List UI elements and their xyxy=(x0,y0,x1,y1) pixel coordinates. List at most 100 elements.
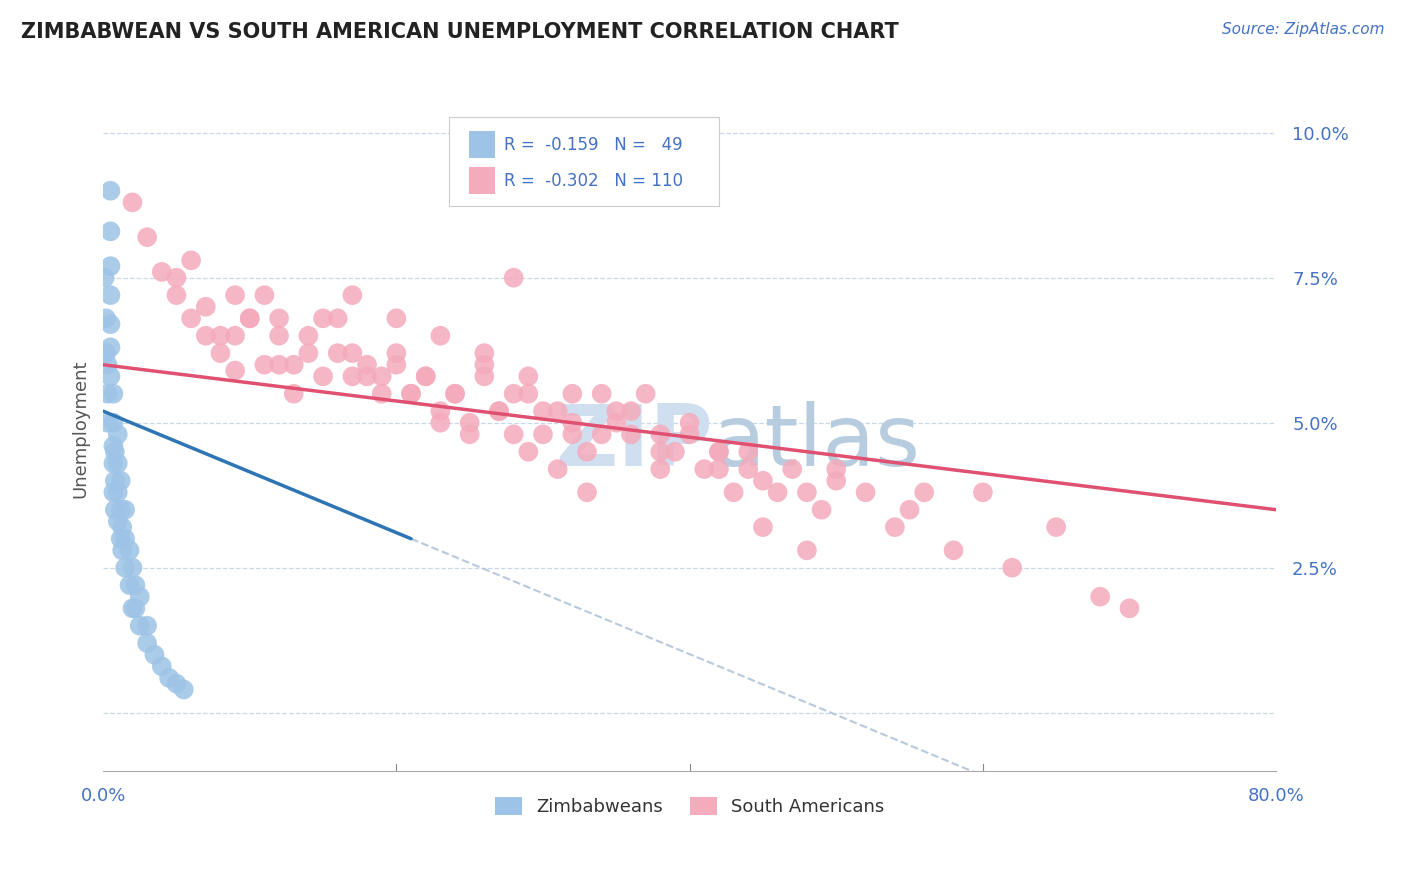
Point xyxy=(121,195,143,210)
Point xyxy=(488,404,510,418)
Point xyxy=(605,404,627,418)
Point xyxy=(96,358,118,372)
Point xyxy=(678,427,700,442)
Text: atlas: atlas xyxy=(713,401,921,483)
Point xyxy=(415,369,437,384)
Point xyxy=(517,444,540,458)
Point xyxy=(356,358,378,372)
Bar xyxy=(470,131,495,158)
Point xyxy=(531,427,554,442)
Point xyxy=(100,340,122,354)
Point xyxy=(472,346,495,360)
Point xyxy=(723,485,745,500)
Point xyxy=(110,474,132,488)
Point xyxy=(1045,520,1067,534)
Point xyxy=(253,358,276,372)
Point xyxy=(517,369,540,384)
Point xyxy=(370,369,392,384)
Point xyxy=(267,328,290,343)
Point xyxy=(737,462,759,476)
Point xyxy=(825,462,848,476)
Text: ZIMBABWEAN VS SOUTH AMERICAN UNEMPLOYMENT CORRELATION CHART: ZIMBABWEAN VS SOUTH AMERICAN UNEMPLOYMEN… xyxy=(21,22,898,42)
Point xyxy=(224,288,246,302)
Point xyxy=(239,311,262,326)
Point xyxy=(472,358,495,372)
Point xyxy=(111,520,134,534)
Point xyxy=(136,618,159,632)
Point xyxy=(143,648,166,662)
Point xyxy=(267,311,290,326)
Point xyxy=(429,416,451,430)
Point xyxy=(107,514,129,528)
Point xyxy=(267,358,290,372)
Point xyxy=(107,427,129,442)
Point xyxy=(810,502,832,516)
Point xyxy=(104,502,127,516)
Point xyxy=(103,456,125,470)
Point xyxy=(342,346,364,360)
Point xyxy=(458,427,481,442)
Point xyxy=(752,520,775,534)
Point xyxy=(114,532,136,546)
Point xyxy=(1088,590,1111,604)
Point xyxy=(104,444,127,458)
Point xyxy=(326,311,349,326)
Point xyxy=(415,369,437,384)
Point xyxy=(94,311,117,326)
Point xyxy=(517,386,540,401)
Point xyxy=(472,369,495,384)
Point xyxy=(650,444,672,458)
Point xyxy=(100,184,122,198)
Point xyxy=(693,462,716,476)
Point xyxy=(136,230,159,244)
Point xyxy=(110,532,132,546)
Point xyxy=(752,474,775,488)
Point xyxy=(239,311,262,326)
Point xyxy=(100,288,122,302)
Point xyxy=(312,311,335,326)
Point xyxy=(650,462,672,476)
Point xyxy=(502,386,524,401)
Point xyxy=(100,369,122,384)
Point xyxy=(100,259,122,273)
Point xyxy=(157,671,180,685)
Point xyxy=(150,265,173,279)
Point xyxy=(429,404,451,418)
Point xyxy=(883,520,905,534)
Y-axis label: Unemployment: Unemployment xyxy=(72,359,89,498)
Point xyxy=(128,590,150,604)
Point xyxy=(664,444,686,458)
Point xyxy=(678,416,700,430)
Point xyxy=(707,462,730,476)
FancyBboxPatch shape xyxy=(449,117,718,206)
Point xyxy=(399,386,422,401)
Point xyxy=(118,543,141,558)
Point xyxy=(855,485,877,500)
Point xyxy=(96,416,118,430)
Point xyxy=(224,363,246,377)
Point xyxy=(114,502,136,516)
Point xyxy=(356,369,378,384)
Point xyxy=(209,328,232,343)
Point xyxy=(458,416,481,430)
Point xyxy=(575,444,598,458)
Point xyxy=(620,427,643,442)
Point xyxy=(283,386,305,401)
Point xyxy=(111,543,134,558)
Point xyxy=(502,270,524,285)
Point xyxy=(121,560,143,574)
Point xyxy=(650,427,672,442)
Point xyxy=(385,358,408,372)
Point xyxy=(825,474,848,488)
Point xyxy=(796,485,818,500)
Point xyxy=(124,601,146,615)
Point xyxy=(1118,601,1140,615)
Point xyxy=(912,485,935,500)
Text: ZIP: ZIP xyxy=(555,401,713,483)
Point xyxy=(94,346,117,360)
Point xyxy=(283,358,305,372)
Point xyxy=(561,386,583,401)
Point xyxy=(110,502,132,516)
Point xyxy=(165,288,187,302)
Legend: Zimbabweans, South Americans: Zimbabweans, South Americans xyxy=(488,789,891,823)
